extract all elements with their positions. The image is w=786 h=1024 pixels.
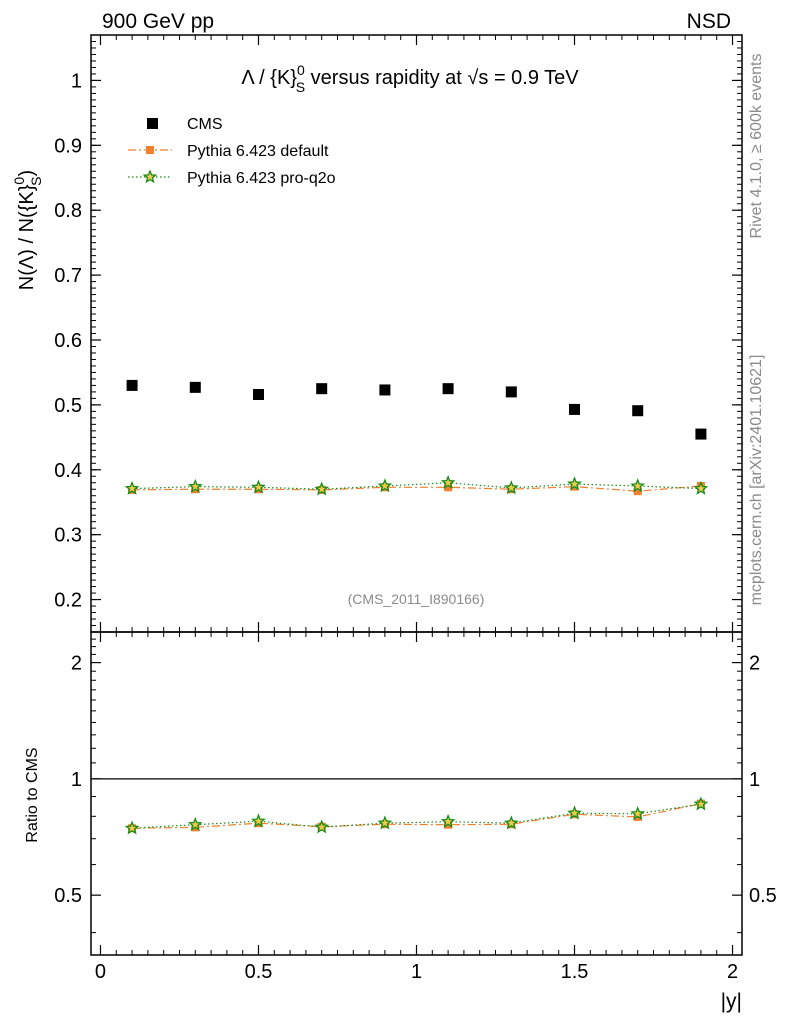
ratio-pythia-proq2o-point bbox=[693, 796, 709, 811]
main-series-layer bbox=[124, 379, 709, 496]
pythia-proq2o-line bbox=[132, 482, 701, 490]
cms-point bbox=[505, 386, 517, 398]
rivet-version-label: Rivet 4.1.0, ≥ 600k events bbox=[748, 54, 765, 239]
pythia-default-point bbox=[444, 483, 453, 492]
cms-point bbox=[126, 379, 138, 391]
x-tick-label: 2 bbox=[727, 961, 738, 983]
main-y-tick-label: 1 bbox=[71, 70, 82, 92]
pythia-proq2o-point bbox=[377, 478, 393, 493]
pythia-proq2o-point bbox=[187, 478, 203, 493]
ratio-pythia-proq2o-point bbox=[251, 813, 266, 828]
pythia-proq2o-point bbox=[251, 479, 266, 494]
cms-point bbox=[569, 403, 581, 415]
cms-point bbox=[316, 383, 328, 395]
pythia-default-line bbox=[132, 485, 701, 492]
x-tick-label: 0 bbox=[95, 961, 106, 983]
pythia-proq2o-point bbox=[440, 474, 456, 490]
pythia-proq2o-point bbox=[630, 478, 646, 493]
ratio-y-axis: 0.5 0.5 1 1 2 2 bbox=[54, 638, 777, 934]
cms-point bbox=[632, 405, 644, 417]
ratio-pythia-proq2o-point bbox=[567, 805, 582, 820]
pythia-default-point bbox=[633, 487, 642, 496]
ratio-y-tick-label-right: 1 bbox=[749, 769, 760, 791]
main-y-tick-label: 0.7 bbox=[54, 265, 82, 287]
cms-point bbox=[695, 428, 707, 440]
legend-cms-marker bbox=[147, 118, 158, 129]
pythia-proq2o-point bbox=[567, 476, 582, 491]
main-y-tick-label: 0.6 bbox=[54, 330, 82, 352]
ratio-pythia-proq2o-line bbox=[132, 803, 702, 829]
ratio-y-tick-label-right: 2 bbox=[749, 653, 760, 675]
ratio-plot-frame bbox=[90, 631, 743, 956]
analysis-watermark: (CMS_2011_I890166) bbox=[348, 591, 485, 607]
ratio-y-axis-label: Ratio to CMS bbox=[24, 747, 41, 842]
main-y-tick-label: 0.5 bbox=[54, 395, 82, 417]
x-axis-label: |y| bbox=[721, 990, 742, 1013]
ratio-pythia-proq2o-point bbox=[503, 815, 519, 830]
legend-pythia-default-label: Pythia 6.423 default bbox=[187, 143, 329, 160]
ratio-series-layer bbox=[124, 796, 709, 835]
main-y-tick-label: 0.4 bbox=[54, 460, 82, 482]
legend-pythia-proq2o-marker bbox=[142, 169, 158, 184]
legend-entry-pythia-proq2o: Pythia 6.423 pro-q2o bbox=[128, 169, 336, 187]
main-y-tick-label: 0.2 bbox=[54, 590, 82, 612]
cms-point bbox=[442, 383, 454, 395]
chart-title: Λ / {K}0 S versus rapidity at √s = 0.9 Te… bbox=[241, 62, 579, 95]
header-left-label: 900 GeV pp bbox=[102, 10, 214, 33]
main-y-axis: 0.2 0.3 0.4 0.5 0.6 0.7 0.8 0.9 1 bbox=[54, 34, 742, 633]
ratio-y-tick-label-left: 0.5 bbox=[54, 885, 82, 907]
main-y-axis-label: N(Λ) / N({K}0S) bbox=[11, 170, 44, 290]
cms-point bbox=[379, 384, 391, 396]
ratio-pythia-proq2o-point bbox=[314, 819, 330, 834]
ratio-pythia-default-line bbox=[132, 803, 702, 829]
pythia-proq2o-point bbox=[314, 481, 330, 496]
ratio-pythia-proq2o-point bbox=[630, 806, 646, 821]
pythia-proq2o-point bbox=[124, 480, 140, 495]
legend: CMS Pythia 6.423 default Pythia 6.423 pr… bbox=[128, 116, 336, 187]
main-y-tick-label: 0.8 bbox=[54, 200, 82, 222]
cms-point bbox=[252, 388, 264, 400]
x-tick-label: 1.5 bbox=[561, 961, 589, 983]
header-right-label: NSD bbox=[687, 10, 731, 33]
legend-pythia-proq2o-label: Pythia 6.423 pro-q2o bbox=[187, 170, 336, 187]
ratio-y-tick-label-right: 0.5 bbox=[749, 885, 777, 907]
ratio-y-tick-label-left: 2 bbox=[71, 653, 82, 675]
legend-entry-cms: CMS bbox=[147, 116, 223, 133]
ratio-pythia-proq2o-point bbox=[124, 820, 140, 835]
ratio-y-tick-label-left: 1 bbox=[71, 769, 82, 791]
x-tick-label: 1 bbox=[411, 961, 422, 983]
cms-point bbox=[189, 381, 201, 393]
ratio-pythia-proq2o-point bbox=[440, 813, 456, 828]
legend-pythia-default-marker bbox=[146, 146, 154, 154]
legend-cms-label: CMS bbox=[187, 116, 223, 133]
ratio-pythia-proq2o-point bbox=[377, 815, 393, 830]
pythia-proq2o-point bbox=[693, 480, 709, 495]
main-y-tick-label: 0.3 bbox=[54, 525, 82, 547]
x-axis: 0 0.5 1 1.5 2 bbox=[95, 35, 738, 983]
mcplots-source-label: mcplots.cern.ch [arXiv:2401.10621] bbox=[748, 355, 765, 606]
legend-entry-pythia-default: Pythia 6.423 default bbox=[128, 143, 329, 160]
main-y-tick-label: 0.9 bbox=[54, 135, 82, 157]
pythia-proq2o-point bbox=[503, 480, 519, 495]
ratio-pythia-proq2o-point bbox=[187, 816, 203, 831]
x-tick-label: 0.5 bbox=[245, 961, 273, 983]
